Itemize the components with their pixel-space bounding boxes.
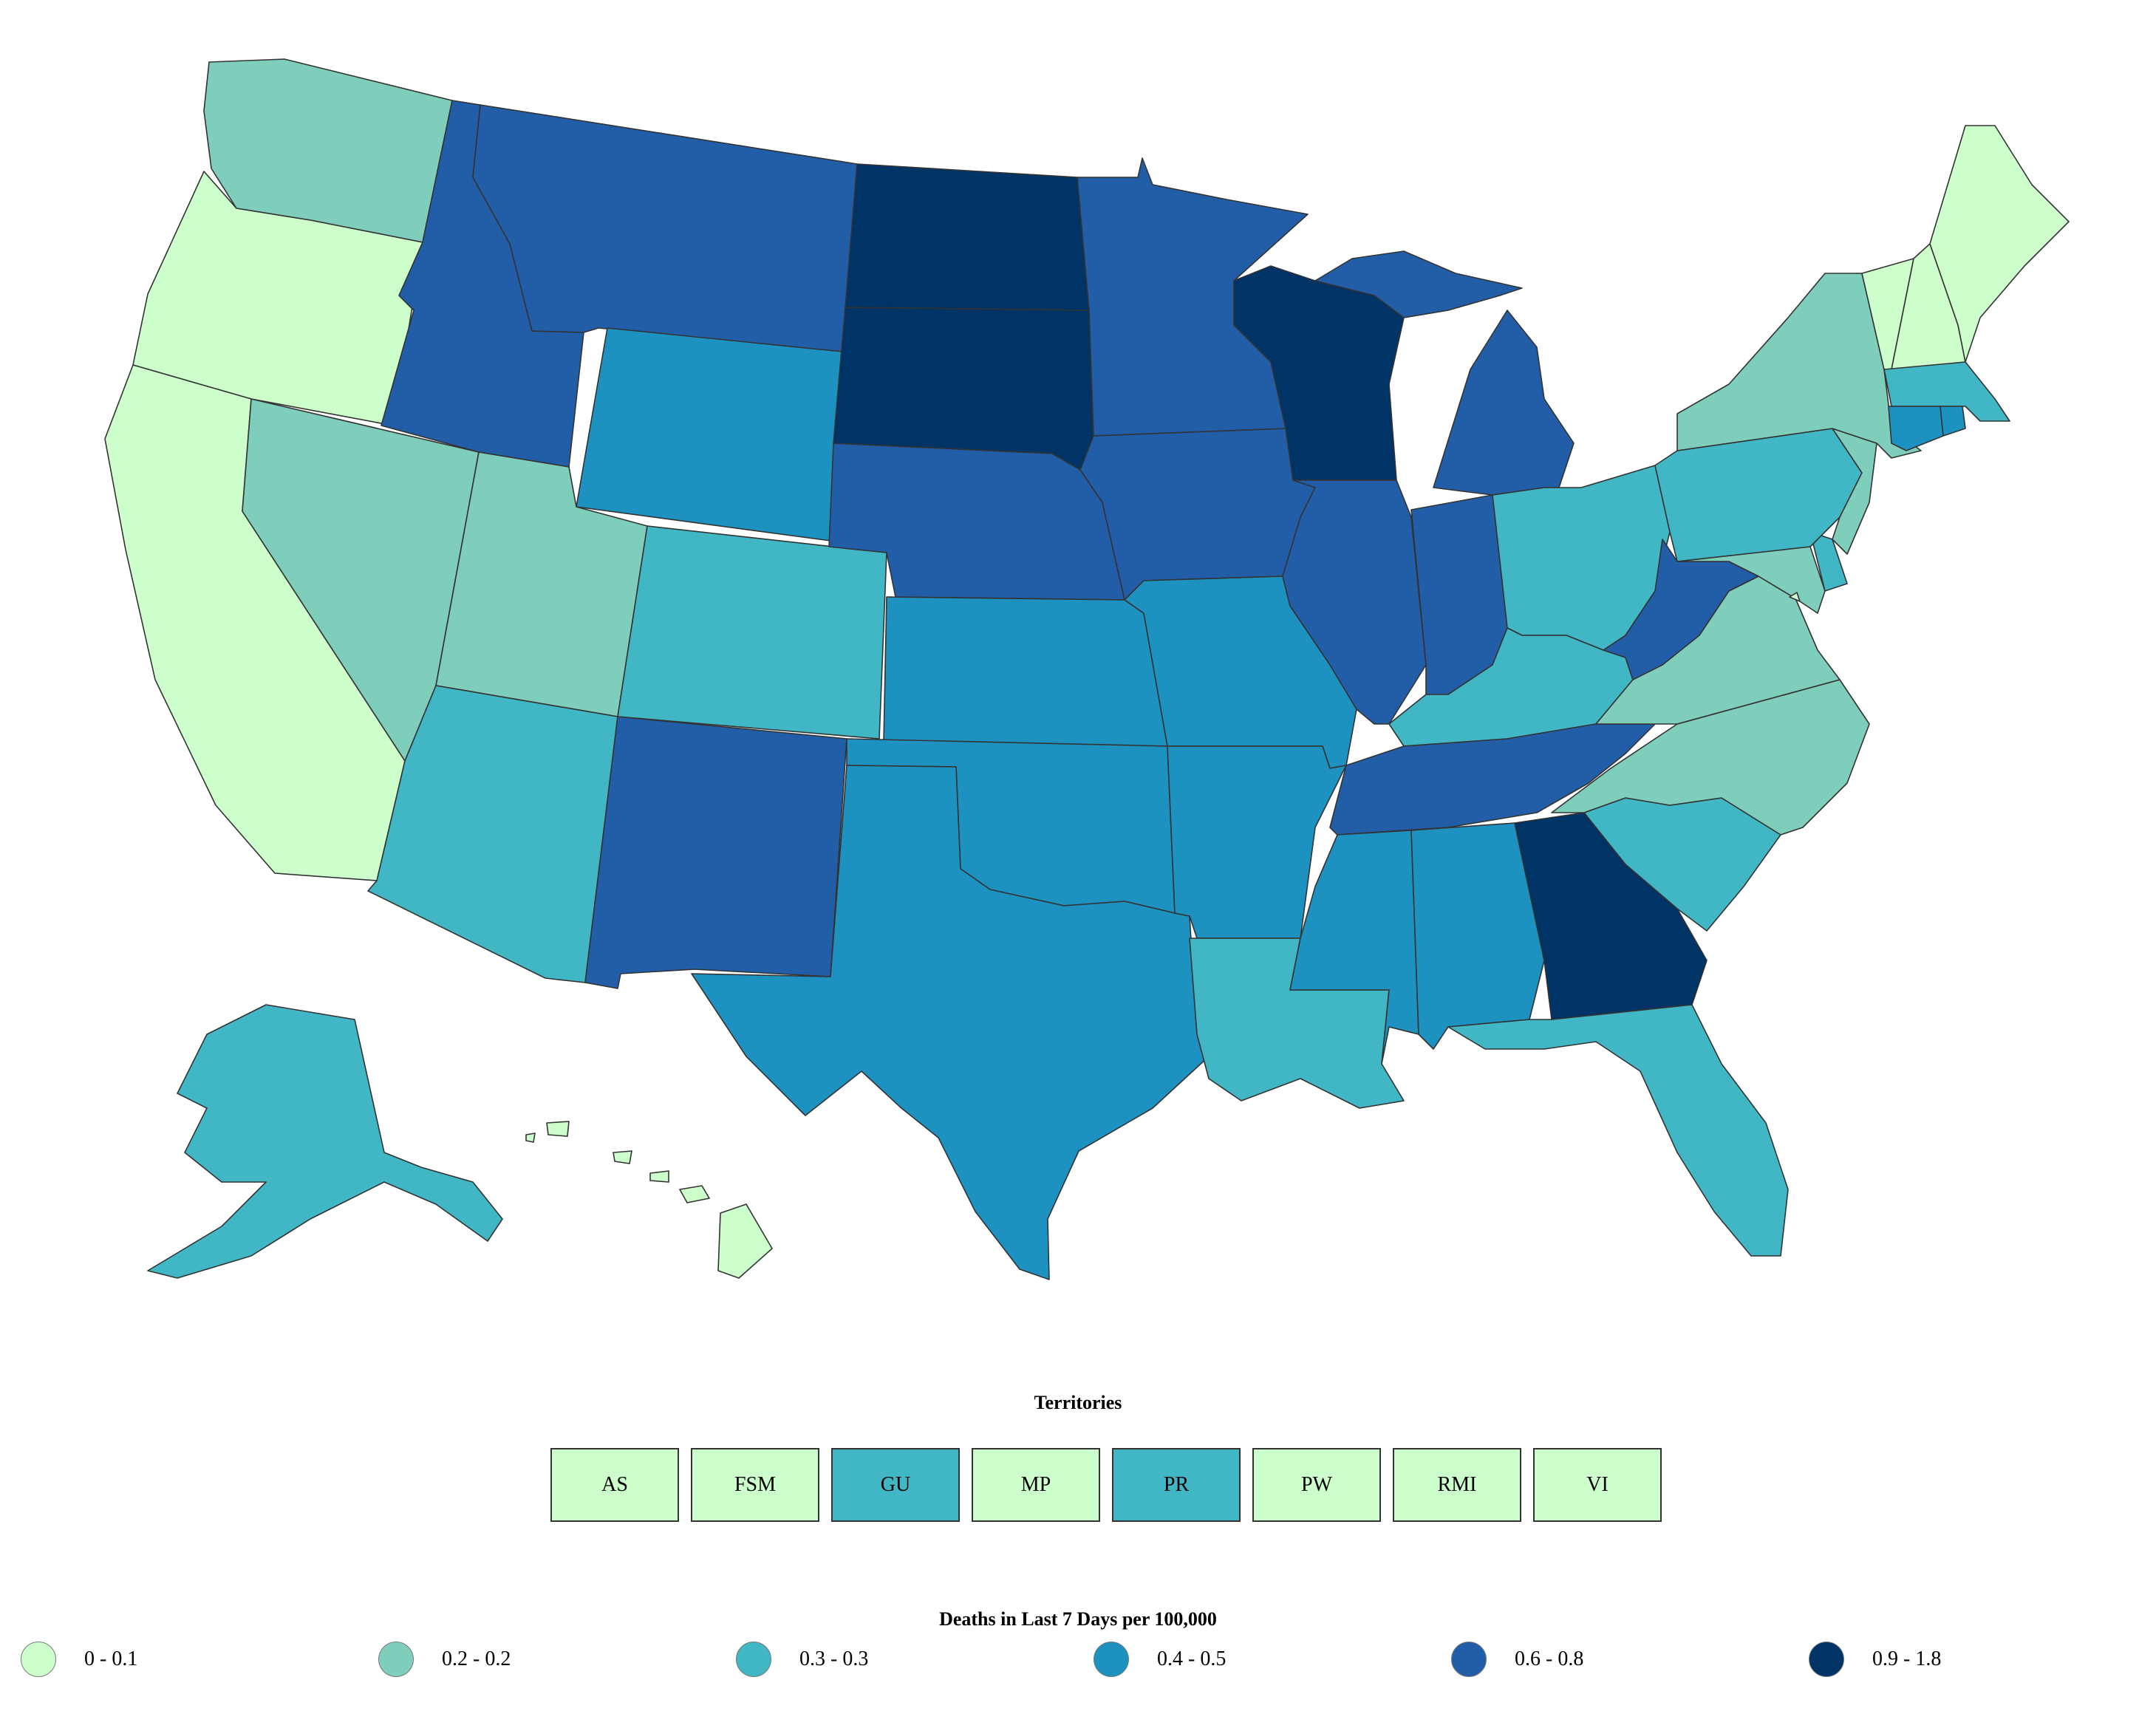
state-AK[interactable] [147, 1004, 503, 1279]
legend-label: 0.6 - 0.8 [1515, 1647, 1584, 1670]
territory-mp[interactable]: MP [972, 1448, 1100, 1522]
state-RI[interactable] [1940, 406, 1966, 437]
state-CT[interactable] [1888, 406, 1944, 451]
us-choropleth-map [104, 58, 2070, 1280]
territory-vi[interactable]: VI [1533, 1448, 1662, 1522]
territory-gu[interactable]: GU [831, 1448, 960, 1522]
state-TN[interactable] [1329, 723, 1656, 836]
legend-item: 0 - 0.1 [21, 1642, 137, 1677]
state-AR[interactable] [1167, 745, 1347, 939]
territories-row: AS FSM GU MP PR PW RMI VI [550, 1448, 1674, 1522]
legend-label: 0.2 - 0.2 [442, 1647, 511, 1670]
legend-swatch [736, 1642, 771, 1677]
legend-label: 0.4 - 0.5 [1157, 1647, 1227, 1670]
legend-item: 0.3 - 0.3 [736, 1642, 868, 1677]
legend-item: 0.9 - 1.8 [1809, 1642, 1941, 1677]
state-DE[interactable] [1809, 531, 1848, 592]
state-IL[interactable] [1282, 479, 1427, 725]
legend-swatch [1809, 1642, 1844, 1677]
legend-label: 0.9 - 1.8 [1872, 1647, 1942, 1670]
state-MT[interactable] [472, 104, 858, 352]
territory-fsm[interactable]: FSM [691, 1448, 819, 1522]
state-CO[interactable] [617, 525, 887, 740]
state-MD[interactable] [1676, 546, 1826, 614]
state-WY[interactable] [576, 327, 843, 542]
state-KS[interactable] [883, 596, 1168, 747]
territories-title: Territories [1034, 1392, 1122, 1413]
state-DC[interactable] [1789, 592, 1801, 602]
state-WI[interactable] [1233, 265, 1405, 481]
territory-as[interactable]: AS [550, 1448, 679, 1522]
legend-item: 0.4 - 0.5 [1094, 1642, 1226, 1677]
territory-pr[interactable]: PR [1112, 1448, 1241, 1522]
legend: 0 - 0.1 0.2 - 0.2 0.3 - 0.3 0.4 - 0.5 0.6 - … [0, 1642, 2156, 1686]
legend-label: 0 - 0.1 [84, 1647, 138, 1670]
state-NM[interactable] [584, 716, 847, 989]
state-MO[interactable] [1124, 576, 1357, 769]
state-ND[interactable] [845, 163, 1090, 311]
state-TX[interactable] [691, 765, 1210, 1280]
state-HI[interactable] [525, 1121, 773, 1279]
legend-swatch [378, 1642, 414, 1677]
legend-swatch [1094, 1642, 1129, 1677]
state-ME[interactable] [1929, 125, 2070, 363]
legend-label: 0.3 - 0.3 [799, 1647, 869, 1670]
territory-pw[interactable]: PW [1252, 1448, 1381, 1522]
legend-title: Deaths in Last 7 Days per 100,000 [939, 1608, 1217, 1630]
legend-item: 0.2 - 0.2 [378, 1642, 511, 1677]
legend-swatch [1451, 1642, 1487, 1677]
state-FL[interactable] [1447, 1004, 1789, 1257]
legend-item: 0.6 - 0.8 [1451, 1642, 1583, 1677]
state-NJ[interactable] [1832, 428, 1877, 555]
territory-rmi[interactable]: RMI [1393, 1448, 1521, 1522]
legend-swatch [21, 1642, 56, 1677]
